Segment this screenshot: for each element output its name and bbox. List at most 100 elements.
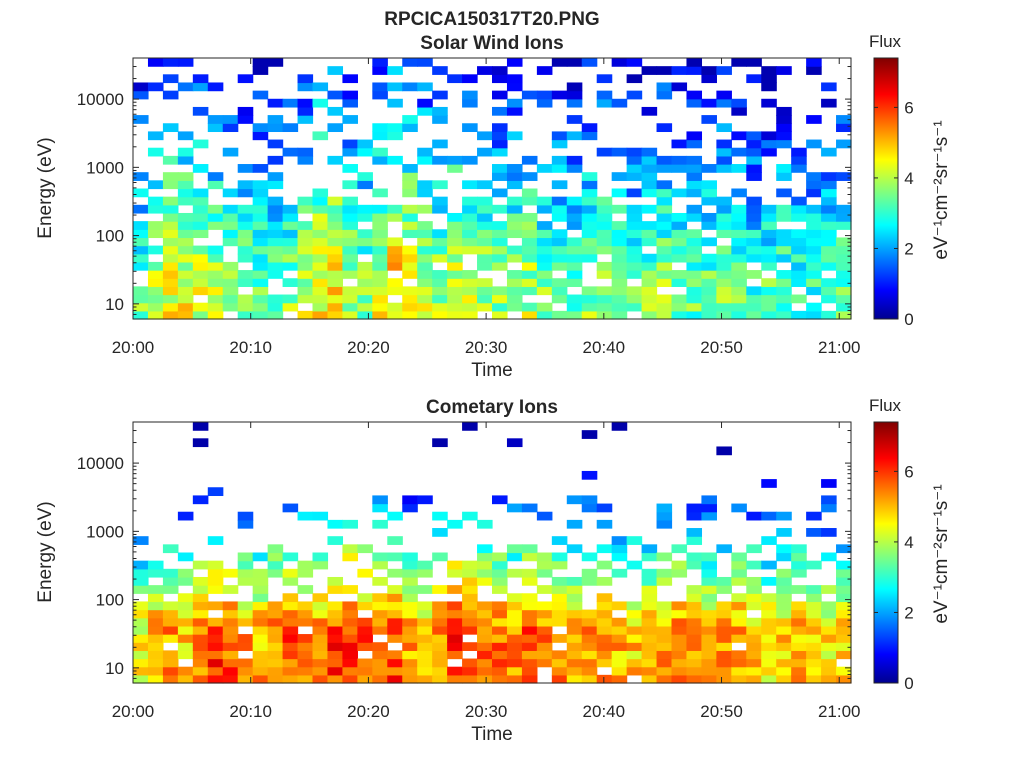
heatmap-cell: [626, 204, 643, 214]
heatmap-cell: [761, 511, 777, 521]
heatmap-cell: [551, 196, 568, 206]
heatmap-cell: [372, 674, 388, 684]
heatmap-cell: [133, 568, 149, 578]
heatmap-cell: [297, 674, 314, 684]
x-axis-label: Time: [471, 724, 513, 745]
heatmap-cell: [821, 286, 837, 296]
heatmap-cell: [357, 617, 373, 627]
heatmap-cell: [252, 66, 269, 75]
heatmap-cell: [716, 642, 732, 651]
heatmap-cell: [252, 188, 269, 198]
heatmap-cell: [611, 147, 628, 157]
heatmap-cell: [761, 294, 777, 304]
heatmap-cell: [746, 221, 762, 230]
heatmap-cell: [147, 674, 164, 684]
heatmap-cell: [701, 98, 717, 108]
heatmap-cell: [477, 666, 493, 676]
heatmap-cell: [731, 221, 747, 230]
heatmap-cell: [506, 625, 523, 635]
heatmap-cell: [581, 430, 598, 439]
heatmap-cell: [791, 568, 807, 578]
heatmap-cell: [806, 115, 822, 124]
heatmap-cell: [162, 261, 179, 271]
heatmap-cell: [297, 310, 314, 320]
heatmap-cell: [207, 650, 224, 660]
heatmap-cell: [746, 294, 762, 304]
heatmap-cell: [611, 422, 628, 431]
heatmap-cell: [147, 568, 164, 578]
heatmap-cell: [806, 658, 822, 668]
heatmap-cell: [252, 237, 269, 247]
heatmap-cell: [701, 495, 717, 505]
heatmap-cell: [162, 270, 179, 279]
heatmap-cell: [462, 221, 478, 230]
heatmap-cell: [192, 204, 209, 214]
heatmap-cell: [701, 568, 717, 578]
heatmap-cell: [611, 204, 628, 214]
heatmap-cell: [776, 666, 792, 676]
heatmap-cell: [447, 229, 463, 239]
heatmap-cell: [372, 261, 388, 271]
heatmap-cell: [641, 666, 658, 676]
heatmap-cell: [686, 155, 703, 165]
heatmap-cell: [462, 286, 478, 296]
heatmap-cell: [746, 74, 762, 84]
heatmap-cell: [237, 106, 254, 116]
heatmap-cell: [162, 58, 179, 67]
heatmap-cell: [447, 261, 463, 271]
heatmap-cell: [716, 164, 732, 173]
heatmap-cell: [806, 221, 822, 230]
heatmap-cell: [761, 634, 777, 643]
heatmap-cell: [327, 634, 344, 643]
heatmap-cell: [656, 294, 673, 304]
heatmap-cell: [701, 601, 717, 611]
heatmap-cell: [477, 568, 493, 578]
x-tick-label: 21:00: [818, 702, 861, 721]
heatmap-cell: [776, 237, 792, 247]
heatmap-cell: [806, 229, 822, 239]
heatmap-cell: [282, 609, 299, 619]
heatmap-cell: [611, 245, 628, 255]
heatmap-cell: [297, 270, 314, 279]
heatmap-cell: [596, 634, 613, 643]
heatmap-cell: [372, 576, 388, 586]
heatmap-cell: [447, 601, 463, 611]
heatmap-cell: [836, 172, 852, 181]
heatmap-cell: [477, 544, 493, 554]
heatmap-cell: [297, 666, 314, 676]
heatmap-cell: [282, 237, 299, 247]
heatmap-cell: [312, 82, 329, 92]
heatmap-cell: [432, 278, 448, 287]
heatmap-cell: [731, 212, 747, 222]
heatmap-cell: [282, 650, 299, 660]
heatmap-cell: [402, 585, 418, 594]
heatmap-cell: [372, 552, 388, 562]
heatmap-cell: [462, 310, 478, 320]
heatmap-cell: [327, 625, 344, 635]
heatmap-cell: [626, 560, 643, 570]
heatmap-cell: [521, 253, 538, 263]
heatmap-cell: [776, 188, 792, 198]
heatmap-cell: [267, 204, 284, 214]
heatmap-cell: [581, 237, 598, 247]
heatmap-cell: [551, 131, 568, 141]
heatmap-cell: [297, 147, 314, 157]
heatmap-cell: [656, 196, 673, 206]
heatmap-cell: [147, 302, 164, 312]
heatmap-cell: [536, 625, 553, 635]
heatmap-cell: [192, 164, 209, 173]
heatmap-cell: [492, 286, 508, 296]
heatmap-cell: [282, 625, 299, 635]
heatmap-cell: [776, 286, 792, 296]
heatmap-cell: [716, 98, 732, 108]
heatmap-cell: [611, 674, 628, 684]
heatmap-cell: [357, 212, 373, 222]
heatmap-cell: [327, 609, 344, 619]
heatmap-cell: [312, 666, 329, 676]
colorbar-tick-label: 2: [904, 603, 913, 622]
heatmap-cell: [462, 560, 478, 570]
heatmap-cell: [387, 658, 403, 668]
heatmap-cell: [626, 642, 643, 651]
heatmap-cell: [432, 302, 448, 312]
